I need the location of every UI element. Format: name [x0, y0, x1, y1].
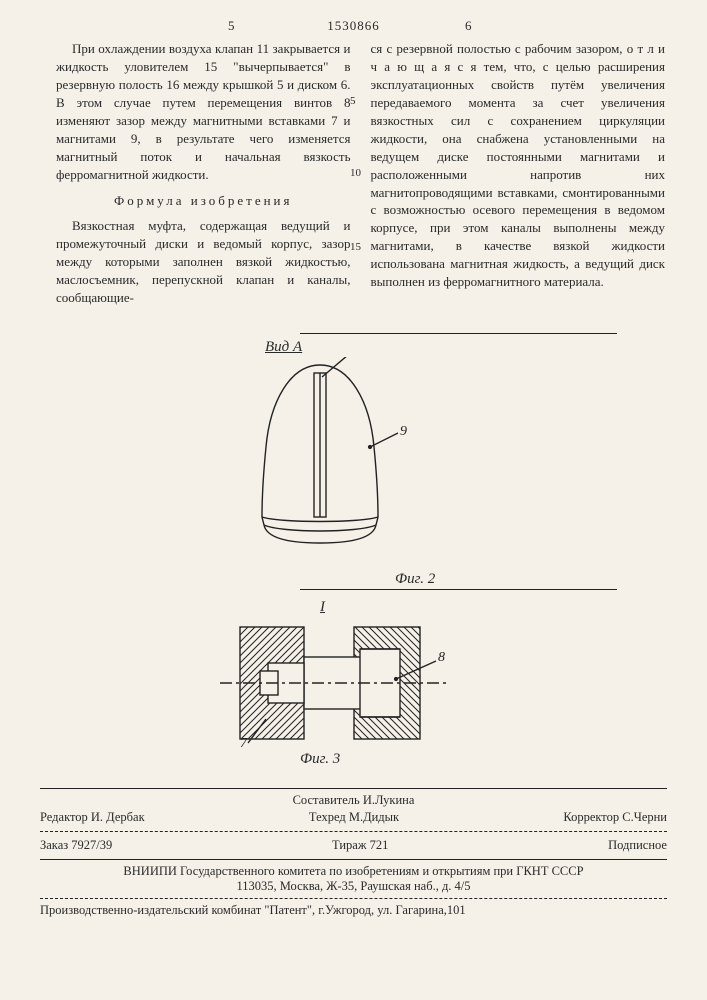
- document-number: 1530866: [0, 18, 707, 34]
- footer-tech: Техред М.Дидык: [309, 810, 399, 825]
- footer-rule-2: [40, 831, 667, 832]
- right-column: ся с резервной полостью с рабочим зазоро…: [371, 40, 666, 307]
- footer-tirage: Тираж 721: [332, 838, 388, 853]
- fig2-callout-17: 17: [350, 357, 365, 359]
- line-no-5: 5: [350, 94, 356, 109]
- footer-rule-4: [40, 898, 667, 899]
- footer-block: Составитель И.Лукина Редактор И. Дербак …: [40, 784, 667, 918]
- footer-rule-3: [40, 859, 667, 860]
- footer-credits-row: Редактор И. Дербак Техред М.Дидык Коррек…: [40, 808, 667, 827]
- figure-separator-top: [300, 333, 617, 334]
- footer-subscribe: Подписное: [608, 838, 667, 853]
- right-para-1: ся с резервной полостью с рабочим зазоро…: [371, 40, 666, 291]
- fig2-svg: 17 9: [230, 357, 410, 572]
- page-number-left: 5: [228, 18, 235, 34]
- line-no-15: 15: [350, 240, 361, 255]
- footer-order: Заказ 7927/39: [40, 838, 112, 853]
- figure-3: 7 8: [200, 619, 460, 747]
- figures-region: Вид A 17 9: [0, 333, 707, 803]
- fig3-callout-7: 7: [240, 736, 248, 747]
- footer-editor: Редактор И. Дербак: [40, 810, 145, 825]
- fig2-callout-9: 9: [400, 424, 407, 439]
- fig3-callout-8: 8: [438, 650, 445, 665]
- left-para-1: При охлаждении воздуха клапан 11 закрыва…: [56, 40, 351, 184]
- fig3-view-label: I: [320, 599, 325, 616]
- footer-print: Производственно-издательский комбинат "П…: [40, 903, 667, 918]
- fig3-svg: 7 8: [200, 619, 460, 747]
- page-number-right: 6: [465, 18, 472, 34]
- footer-compiler: Составитель И.Лукина: [40, 793, 667, 808]
- page: 1530866 5 6 При охлаждении воздуха клапа…: [0, 0, 707, 1000]
- footer-proof: Корректор С.Черни: [563, 810, 667, 825]
- fig3-caption: Фиг. 3: [300, 751, 340, 768]
- figure-separator-mid: [300, 589, 617, 590]
- line-no-10: 10: [350, 166, 361, 181]
- formula-title: Формула изобретения: [56, 192, 351, 210]
- footer-org: ВНИИПИ Государственного комитета по изоб…: [40, 864, 667, 879]
- figure-2: 17 9: [230, 357, 410, 572]
- footer-order-row: Заказ 7927/39 Тираж 721 Подписное: [40, 836, 667, 855]
- footer-rule-1: [40, 788, 667, 789]
- fig2-view-label: Вид A: [265, 339, 302, 356]
- footer-addr: 113035, Москва, Ж-35, Раушская наб., д. …: [40, 879, 667, 894]
- left-column: При охлаждении воздуха клапан 11 закрыва…: [56, 40, 351, 307]
- left-para-2: Вязкостная муфта, содержащая ведущий и п…: [56, 217, 351, 307]
- fig2-caption: Фиг. 2: [395, 571, 435, 588]
